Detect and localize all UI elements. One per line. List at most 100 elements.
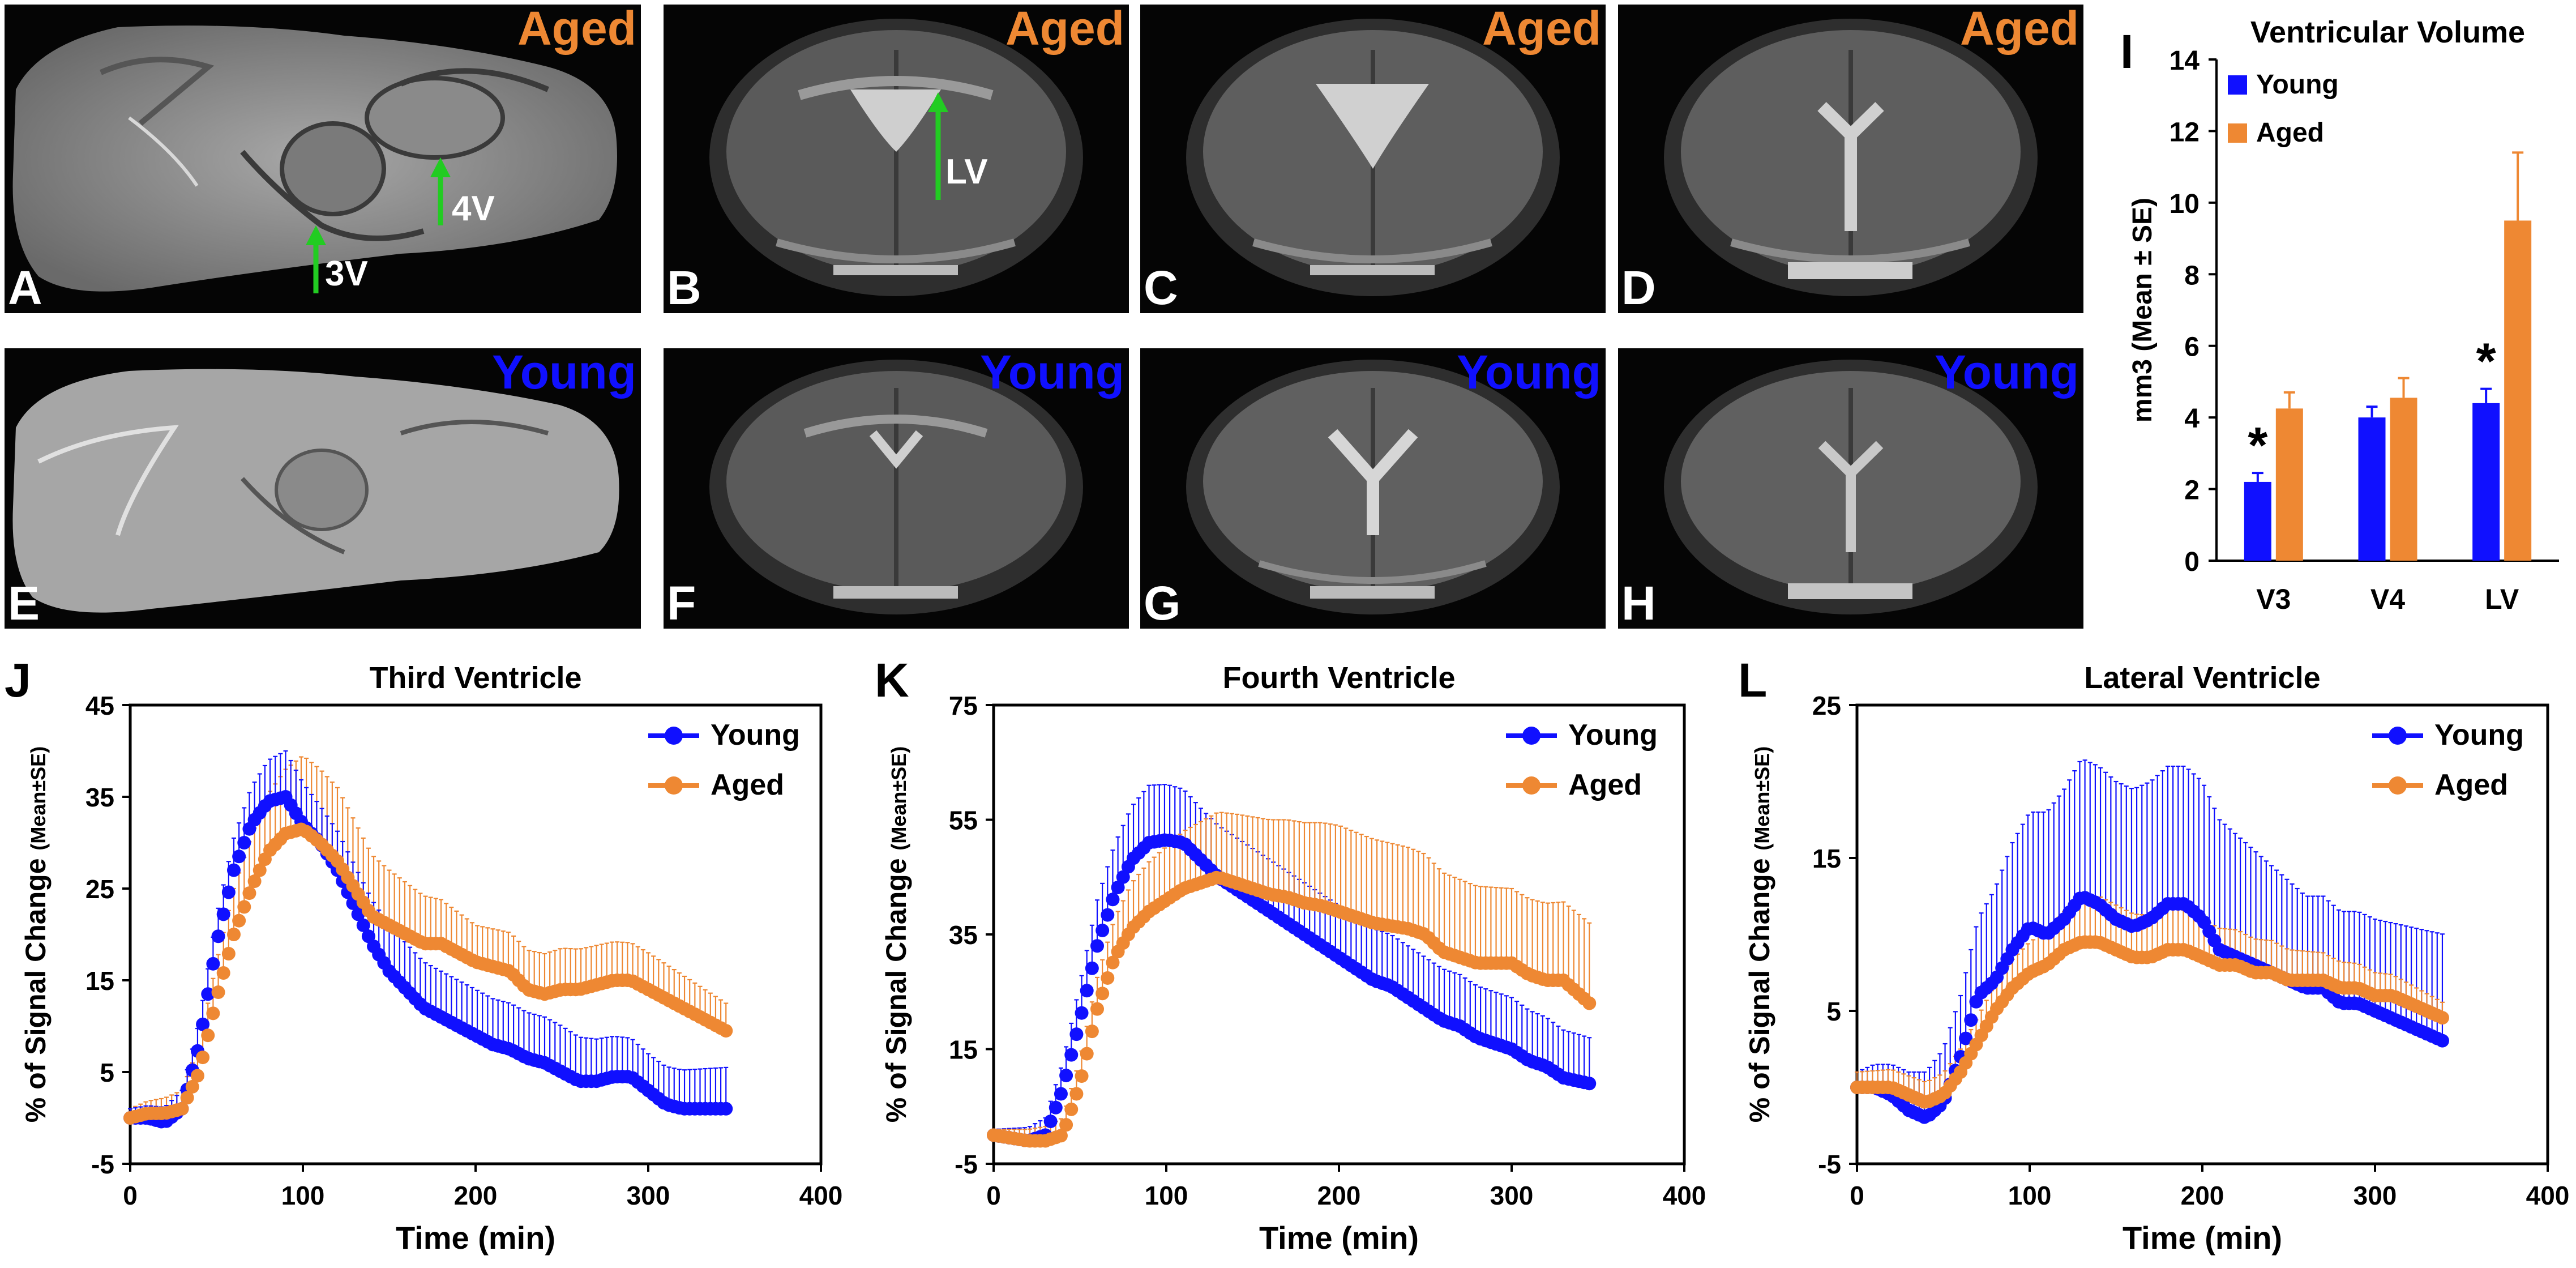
data-point (1101, 971, 1115, 985)
legend-marker-aged (665, 776, 683, 795)
y-axis-label-small: (Mean±SE) (887, 746, 910, 851)
panel-letter-d: D (1621, 261, 1656, 313)
series-young (987, 833, 1597, 1147)
coronal-mri-young-f (709, 360, 1083, 614)
data-point (206, 957, 220, 971)
data-point (1111, 880, 1125, 894)
data-point (1085, 961, 1099, 975)
y-tick-label: 15 (85, 966, 114, 996)
y-tick-label: 45 (85, 691, 114, 720)
y-axis-label: % of Signal Change (Mean±SE) (880, 746, 912, 1122)
data-point (1064, 1102, 1079, 1116)
label-lv: LV (945, 152, 988, 191)
data-point (1064, 1048, 1079, 1062)
legend-swatch-young (2228, 75, 2247, 95)
x-tick-label: 400 (799, 1181, 843, 1210)
arrow-lv-icon (928, 92, 948, 200)
bar-young-lv (2472, 403, 2500, 561)
legend-marker-aged (2389, 776, 2407, 795)
data-point (356, 918, 370, 932)
chart-title: Third Ventricle (369, 661, 581, 695)
data-point (351, 907, 365, 921)
x-tick-label: 300 (1490, 1181, 1534, 1210)
y-tick-label: 5 (1826, 997, 1841, 1026)
data-point (1059, 1118, 1073, 1132)
chart-I: I Ventricular Volume 0 2 4 6 8 10 12 14 V3 * V4 LV * mm… (2120, 15, 2559, 615)
legend-label-young: Young (711, 719, 800, 752)
mri-panel-f: Young F (664, 348, 1129, 629)
data-point (1096, 987, 1110, 1001)
data-point (1059, 1069, 1073, 1083)
y-tick-label: 8 (2184, 261, 2200, 291)
panel-letter-c: C (1144, 261, 1178, 313)
significance-marker: * (2248, 417, 2267, 474)
y-tick-label: 2 (2184, 476, 2200, 506)
y-tick-label: 55 (949, 806, 978, 835)
y-tick-label: 35 (949, 920, 978, 950)
data-point (237, 836, 251, 849)
group-label-young: Young (1456, 348, 1601, 399)
arrow-3v-icon (306, 225, 326, 293)
data-point (1043, 1115, 1058, 1129)
mri-panel-e: Young E (5, 348, 641, 629)
error-bars-young (1855, 759, 2445, 1117)
y-tick-label: -5 (1818, 1150, 1841, 1179)
x-tick-label: 400 (1663, 1181, 1706, 1210)
data-point (242, 886, 256, 900)
bar-young-v4 (2358, 417, 2386, 561)
y-tick-label: 4 (2184, 404, 2200, 434)
x-tick-label: V4 (2370, 583, 2405, 615)
data-point (227, 928, 241, 941)
legend-label-aged: Aged (2434, 769, 2508, 801)
data-point (361, 929, 375, 943)
sagittal-mri-young (12, 369, 619, 613)
chart-J: J Third Ventricle -5 5 15 25 35 45 0 100 200 300 400… (5, 654, 842, 1256)
y-tick-label: 14 (2170, 46, 2200, 76)
panel-letter-h: H (1621, 577, 1656, 629)
data-point (201, 987, 215, 1001)
x-tick-label: 100 (2008, 1181, 2052, 1210)
x-tick-label: V3 (2256, 583, 2291, 615)
chart-title: Lateral Ventricle (2084, 661, 2320, 695)
y-axis-label-main: % of Signal Change (1744, 851, 1775, 1123)
legend-label-aged: Aged (2256, 118, 2324, 148)
legend-marker-young (665, 727, 683, 745)
data-point (1101, 908, 1115, 922)
data-point (232, 913, 246, 928)
data-point (1054, 1087, 1068, 1101)
data-point (175, 1102, 189, 1116)
legend-marker-young (2389, 727, 2407, 745)
y-tick-label: 15 (949, 1035, 978, 1065)
data-point (1106, 893, 1120, 907)
mri-panel-h: Young H (1618, 348, 2083, 629)
group-label-young: Young (1934, 348, 2079, 399)
chart-L: L Lateral Ventricle -5 5 15 25 0 100 200 300 400 Ti… (1738, 654, 2569, 1256)
arrow-4v-icon (430, 157, 451, 225)
y-axis-label-main: % of Signal Change (20, 851, 52, 1123)
data-point (1090, 1002, 1104, 1016)
mri-panel-c: Aged C (1140, 5, 1606, 313)
y-tick-label: 35 (85, 783, 114, 812)
y-tick-label: 15 (1812, 844, 1841, 873)
x-tick-label: LV (2485, 583, 2519, 615)
bar-aged-v3 (2275, 408, 2303, 561)
coronal-mri-aged-b (709, 19, 1083, 296)
y-axis-label-small: (Mean±SE) (1751, 746, 1774, 851)
chart-title: Fourth Ventricle (1222, 661, 1455, 695)
series-aged (987, 870, 1597, 1148)
sagittal-mri-aged (12, 25, 618, 292)
y-tick-label: 12 (2170, 117, 2200, 147)
panel-letter-g: G (1144, 577, 1181, 629)
x-tick-label: 100 (1145, 1181, 1188, 1210)
mri-panel-g: Young G (1140, 348, 1606, 629)
data-point (1075, 1006, 1089, 1020)
data-point (206, 1006, 220, 1021)
label-4v: 4V (452, 189, 495, 228)
data-point (1049, 1100, 1063, 1115)
y-tick-label: 25 (1812, 691, 1841, 720)
mri-panel-a: Aged A 3V 4V (5, 5, 641, 313)
data-point (196, 1051, 210, 1065)
data-point (1075, 1069, 1089, 1083)
series-aged (1850, 935, 2449, 1109)
panel-letter-e: E (8, 577, 40, 629)
